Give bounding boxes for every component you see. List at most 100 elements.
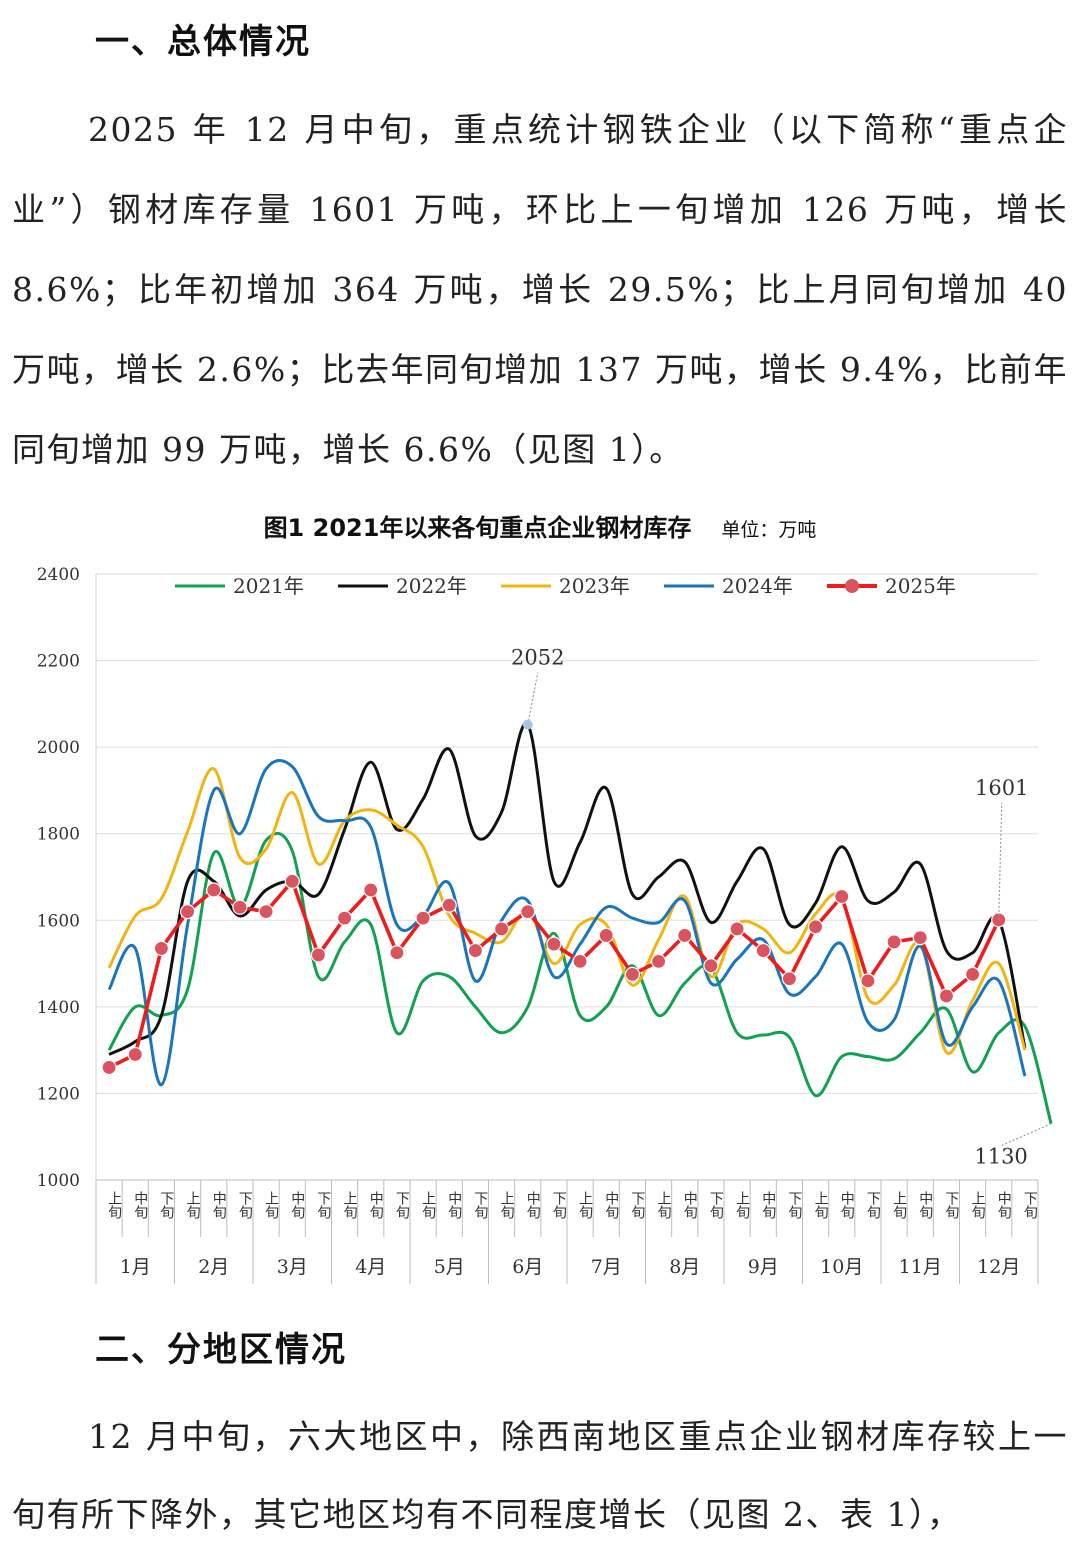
data-point-2025 [938,988,955,1004]
data-point-2025 [598,927,614,944]
x-tick-label: 下旬 [629,1191,645,1220]
x-tick-label: 中旬 [446,1191,462,1220]
regions-paragraph: 12 月中旬，六大地区中，除西南地区重点企业钢材库存较上一旬有所下降外，其它地区… [12,1417,1068,1534]
data-point-2025 [912,930,928,946]
x-tick-label: 中旬 [839,1191,855,1220]
x-tick-label: 中旬 [682,1191,698,1220]
legend-label-2022: 2022年 [396,574,467,598]
data-point-2025 [886,934,902,950]
annotation-label: 1601 [975,776,1028,800]
x-tick-label: 下旬 [551,1191,567,1220]
x-month-label: 4月 [355,1256,386,1278]
y-tick-label: 1400 [37,998,80,1018]
annotation-leader [998,802,1003,920]
x-tick-label: 上旬 [813,1191,829,1220]
data-point-2025 [389,945,405,961]
x-month-label: 3月 [277,1256,308,1278]
section-heading-overview: 一、总体情况 [95,22,311,62]
data-point-2025 [834,888,850,905]
section-heading-regions: 二、分地区情况 [95,1330,347,1370]
x-month-label: 5月 [434,1256,465,1278]
x-tick-label: 上旬 [734,1191,750,1220]
data-point-2025 [127,1046,143,1063]
x-tick-label: 中旬 [211,1191,227,1220]
legend-marker-2025 [845,579,859,593]
x-tick-label: 下旬 [708,1191,724,1220]
x-tick-label: 上旬 [891,1191,907,1220]
x-tick-label: 上旬 [499,1191,515,1220]
x-tick-label: 上旬 [185,1191,201,1220]
data-point-2025 [493,921,510,937]
data-point-2025 [336,910,353,926]
data-point-2025 [677,927,693,944]
x-tick-label: 下旬 [786,1191,802,1220]
y-tick-label: 2200 [37,652,80,672]
x-tick-label: 下旬 [1022,1191,1038,1220]
data-point-2025 [781,971,798,987]
x-tick-label: 中旬 [368,1191,384,1220]
data-point-2025 [755,942,771,959]
series-line-2021 [107,832,1053,1125]
annotation-leader [1000,1123,1052,1147]
data-point-2025 [363,882,379,898]
x-tick-label: 中旬 [525,1191,541,1220]
x-month-label: 11月 [899,1256,942,1278]
x-tick-label: 上旬 [970,1191,986,1220]
x-tick-label: 下旬 [237,1191,253,1220]
data-point-2025 [546,936,562,952]
x-tick-label: 下旬 [943,1191,959,1220]
data-point-2025 [729,921,745,937]
series-line-2024 [107,759,1027,1087]
data-point-2025 [232,899,248,915]
data-point-2025 [703,958,719,974]
chart-title-row: 图1 2021年以来各旬重点企业钢材库存 单位：万吨 [0,508,1080,543]
x-tick-label: 下旬 [158,1191,174,1220]
data-point-2025 [206,882,222,898]
x-month-label: 7月 [591,1256,622,1278]
x-tick-label: 下旬 [865,1191,881,1220]
data-point-2025 [441,897,457,913]
legend-label-2021: 2021年 [233,574,304,598]
x-tick-label: 中旬 [996,1191,1012,1220]
x-tick-label: 上旬 [106,1191,122,1220]
y-tick-label: 1800 [37,825,80,845]
x-month-label: 9月 [748,1256,779,1278]
data-point-2025 [520,904,536,920]
y-tick-label: 2400 [37,565,80,585]
x-tick-label: 上旬 [263,1191,279,1220]
chart-unit: 单位：万吨 [721,519,817,541]
overview-paragraph: 2025 年 12 月中旬，重点统计钢铁企业（以下简称“重点企业”）钢材库存量 … [12,110,1068,469]
x-tick-label: 中旬 [132,1191,148,1220]
data-point-2025 [153,940,170,957]
x-tick-label: 上旬 [420,1191,436,1220]
annotation-marker [522,719,533,730]
x-tick-label: 中旬 [760,1191,776,1220]
x-month-label: 10月 [820,1256,863,1278]
x-tick-label: 中旬 [603,1191,619,1220]
series-line-2022 [108,722,1027,1056]
x-tick-label: 下旬 [472,1191,488,1220]
legend-label-2023: 2023年 [559,574,630,598]
data-point-2025 [624,966,641,982]
x-tick-label: 中旬 [917,1191,933,1220]
data-point-2025 [415,910,431,926]
data-point-2025 [258,904,274,920]
chart-title: 图1 2021年以来各旬重点企业钢材库存 [263,514,692,542]
x-tick-label: 上旬 [577,1191,593,1220]
x-month-label: 1月 [120,1256,151,1278]
y-tick-label: 2000 [37,738,80,758]
legend-label-2025: 2025年 [885,574,956,598]
annotation-label: 2052 [511,646,564,670]
x-tick-label: 下旬 [315,1191,331,1220]
x-tick-label: 下旬 [394,1191,410,1220]
legend-label-2024: 2024年 [722,574,793,598]
data-point-2025 [964,966,981,982]
data-point-2025 [572,953,588,970]
chart-figure: 图1 2021年以来各旬重点企业钢材库存 单位：万吨 1000 1200 1400 16… [0,500,1080,1300]
x-tick-label: 上旬 [342,1191,358,1220]
data-point-2025 [650,953,667,970]
series-line-2023 [107,767,1027,1055]
data-point-2025 [467,942,484,959]
data-point-2025 [310,947,327,963]
